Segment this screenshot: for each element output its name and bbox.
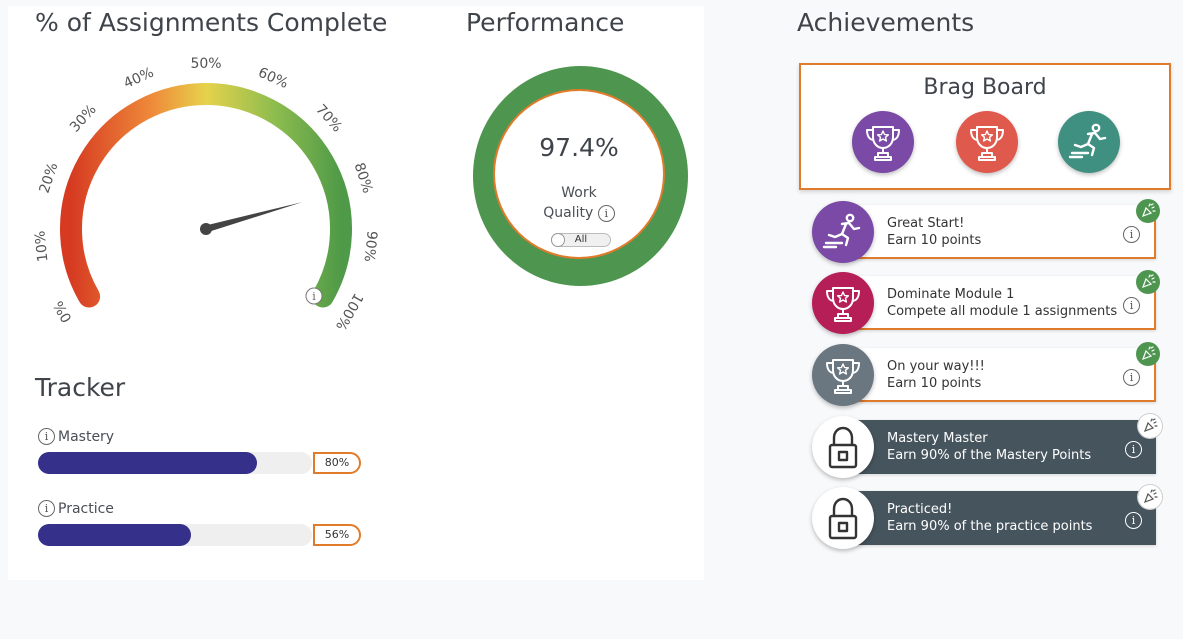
gauge-tick-label: 40%	[121, 65, 156, 92]
achievement-info-icon[interactable]: i	[1125, 512, 1142, 529]
lock-icon	[812, 416, 874, 478]
achievement-title: On your way!!!	[887, 359, 985, 374]
earned-corner-icon	[1136, 270, 1160, 294]
brag-badge-trophy-red[interactable]	[956, 111, 1018, 173]
locked-corner-icon	[1138, 414, 1162, 438]
brag-badge-runner-teal[interactable]	[1058, 111, 1120, 173]
gauge-tick-label: 100%	[332, 290, 366, 330]
tracker-title: Tracker	[35, 373, 126, 402]
achievement-practiced[interactable]: Practiced! Earn 90% of the practice point…	[812, 485, 1162, 549]
achievement-info-icon[interactable]: i	[1125, 441, 1142, 458]
assignments-title: % of Assignments Complete	[35, 8, 388, 37]
achievement-title: Mastery Master	[887, 431, 988, 446]
achievement-card: Dominate Module 1 Compete all module 1 as…	[846, 270, 1160, 330]
achievement-info-icon[interactable]: i	[1123, 369, 1140, 386]
achievement-description: Compete all module 1 assignments	[887, 304, 1118, 319]
svg-text:i: i	[312, 290, 316, 303]
mastery-label: Mastery	[58, 428, 115, 445]
earned-corner-icon	[1136, 199, 1160, 223]
achievement-card-locked: Practiced! Earn 90% of the practice point…	[846, 485, 1162, 545]
achievement-description: Earn 90% of the Mastery Points	[887, 448, 1092, 463]
performance-toggle[interactable]: All	[551, 233, 611, 247]
toggle-knob	[551, 233, 565, 247]
practice-label: Practice	[58, 500, 114, 517]
mastery-percent-badge: 80%	[313, 452, 361, 474]
achievement-card-locked: Mastery Master Earn 90% of the Mastery Po…	[846, 414, 1162, 474]
runner-icon	[812, 201, 874, 263]
runner-icon	[1068, 123, 1107, 159]
gauge-arc	[60, 83, 352, 308]
practice-info-icon[interactable]: i	[38, 500, 55, 517]
achievement-card: Great Start! Earn 10 points i	[846, 199, 1160, 259]
performance-label-line2: Quality	[543, 205, 594, 221]
practice-percent-badge: 56%	[313, 524, 361, 546]
achievement-great-start[interactable]: Great Start! Earn 10 points i	[812, 199, 1160, 263]
performance-label-line1: Work	[561, 185, 597, 201]
tracker-mastery: i Mastery 80%	[38, 428, 378, 474]
gauge-tick-label: 50%	[190, 56, 221, 72]
gauge-tick-label: 10%	[32, 230, 51, 263]
performance-label: Work Quality i	[495, 183, 663, 223]
achievement-on-your-way[interactable]: On your way!!! Earn 10 points i	[812, 342, 1160, 406]
earned-corner-icon	[1136, 342, 1160, 366]
trophy-icon	[866, 126, 900, 161]
achievement-card: On your way!!! Earn 10 points i	[846, 342, 1160, 402]
gauge-tick-label: 90%	[361, 230, 380, 263]
brag-board: Brag Board	[799, 63, 1171, 190]
gauge-tick-label: 0%	[51, 298, 76, 325]
achievement-title: Practiced!	[887, 502, 953, 517]
performance-value: 97.4%	[539, 133, 619, 162]
achievement-title: Great Start!	[887, 216, 965, 231]
mastery-progress-track	[38, 452, 312, 474]
trophy-icon	[812, 272, 874, 334]
practice-progress-fill	[38, 524, 192, 546]
mastery-info-icon[interactable]: i	[38, 428, 55, 445]
achievement-description: Earn 10 points	[887, 233, 982, 248]
brag-board-title: Brag Board	[923, 75, 1047, 100]
performance-donut: 97.4% Work Quality i All	[473, 66, 688, 286]
practice-progress-track	[38, 524, 312, 546]
performance-center: 97.4% Work Quality i All	[493, 89, 665, 259]
trophy-icon	[812, 344, 874, 406]
tracker-practice: i Practice 56%	[38, 500, 378, 546]
gauge-needle	[205, 202, 303, 233]
achievement-info-icon[interactable]: i	[1123, 297, 1140, 314]
assignments-gauge: 0% 10% 20%30% 40% 50% 60% 70%80% 90% 100% i	[32, 56, 380, 330]
lock-icon	[812, 487, 874, 549]
locked-corner-icon	[1138, 485, 1162, 509]
gauge-tick-label: 30%	[67, 102, 100, 136]
trophy-icon	[970, 126, 1004, 161]
achievement-title: Dominate Module 1	[887, 287, 1015, 302]
gauge-hub	[200, 223, 212, 235]
gauge-tick-label: 80%	[351, 161, 376, 196]
achievement-description: Earn 90% of the practice points	[887, 519, 1093, 534]
performance-info-icon[interactable]: i	[597, 204, 615, 222]
gauge-info-icon[interactable]: i	[305, 287, 323, 305]
performance-title: Performance	[466, 8, 625, 37]
toggle-label: All	[574, 234, 588, 245]
achievement-dominate-module-1[interactable]: Dominate Module 1 Compete all module 1 as…	[812, 270, 1160, 334]
gauge-tick-label: 60%	[256, 65, 291, 92]
achievement-mastery-master[interactable]: Mastery Master Earn 90% of the Mastery Po…	[812, 414, 1162, 478]
achievements-title: Achievements	[797, 8, 975, 37]
achievement-info-icon[interactable]: i	[1123, 226, 1140, 243]
gauge-tick-label: 70%	[312, 102, 345, 136]
mastery-progress-fill	[38, 452, 258, 474]
achievement-description: Earn 10 points	[887, 376, 982, 391]
gauge-tick-label: 20%	[37, 161, 62, 196]
brag-badge-trophy-purple[interactable]	[852, 111, 914, 173]
